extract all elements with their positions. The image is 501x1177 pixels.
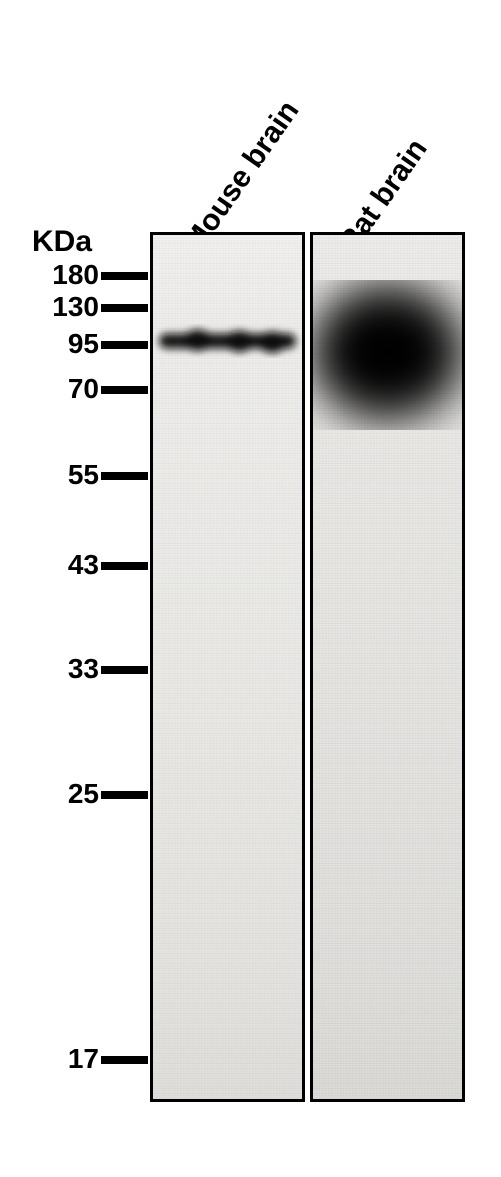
mw-tick: [101, 341, 148, 349]
mw-tick: [101, 666, 148, 674]
mw-tick: [101, 562, 148, 570]
mw-label: 180: [52, 259, 99, 291]
unit-label: KDa: [32, 225, 92, 259]
mw-tick: [101, 386, 148, 394]
mw-tick: [101, 272, 148, 280]
mw-label: 25: [68, 778, 99, 810]
blot-lane-rat-brain: [310, 232, 465, 1102]
mw-label: 55: [68, 459, 99, 491]
mw-label: 130: [52, 291, 99, 323]
band: [153, 324, 302, 358]
mw-label: 70: [68, 373, 99, 405]
lane-grain: [153, 235, 302, 1099]
mw-tick: [101, 472, 148, 480]
blot-lane-mouse-brain: [150, 232, 305, 1102]
mw-tick: [101, 1056, 148, 1064]
mw-label: 95: [68, 328, 99, 360]
mw-label: 33: [68, 653, 99, 685]
mw-label: 17: [68, 1043, 99, 1075]
mw-tick: [101, 304, 148, 312]
band: [313, 280, 462, 430]
mw-label: 43: [68, 549, 99, 581]
mw-tick: [101, 791, 148, 799]
